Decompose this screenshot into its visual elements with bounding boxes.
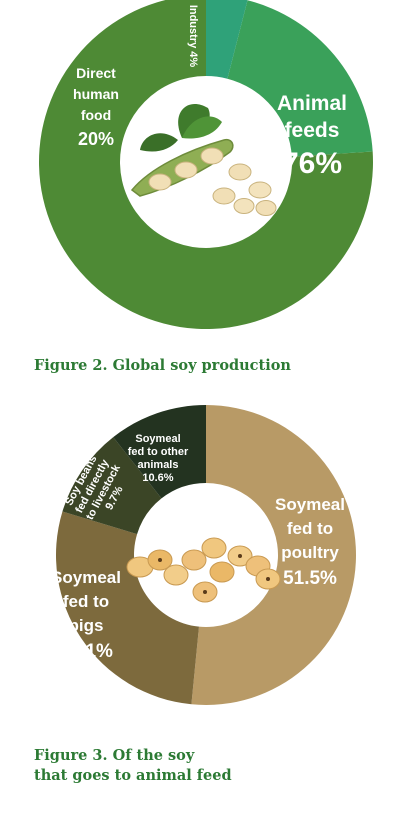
figure-2-caption: Figure 2. Global soy production (34, 357, 291, 374)
label-line: Direct (76, 65, 116, 81)
label-line: fed to other (128, 446, 189, 458)
donut-chart-animal-feed: Soymeal fed to poultry 51.5% Soymeal fed to pi… (51, 405, 356, 706)
slice-soymeal-fed-to-other-animals (113, 405, 206, 499)
soybeans-illustration (126, 537, 281, 603)
slice-soy-beans-fed-directly-to-livestock (62, 437, 162, 535)
label-line: 28.1% (59, 641, 113, 662)
slice-direct-human-food (227, 0, 373, 157)
label-industry: Industry 4% (187, 5, 199, 68)
soybean-pod-illustration (130, 103, 277, 216)
label-line: Industry 4% (187, 5, 199, 68)
label-line: 51.5% (283, 568, 337, 589)
label-line: human (73, 86, 119, 102)
label-soymeal-fed-to-pigs: Soymeal fed to pigs 28.1% (51, 568, 121, 662)
label-line: pigs (69, 616, 104, 635)
label-line: Animal (277, 92, 347, 115)
label-line: Soymeal (275, 495, 345, 514)
slice-industry (206, 0, 248, 79)
slice-animal-feeds (39, 0, 373, 329)
figure-3-caption-line-2: that goes to animal feed (34, 767, 232, 784)
label-line: 20% (78, 129, 114, 149)
figure-3-caption-line-1: Figure 3. Of the soy (34, 747, 195, 764)
label-direct-human-food: Direct human food 20% (73, 65, 119, 149)
slice-soymeal-fed-to-poultry (191, 405, 356, 706)
label-line: 10.6% (142, 472, 173, 484)
label-line: fed to (287, 519, 333, 538)
donut-chart-global-soy: Animal feeds 76% Direct human food 20% Industry… (39, 0, 373, 329)
label-line: Soymeal (135, 433, 180, 445)
label-soymeal-fed-to-poultry: Soymeal fed to poultry 51.5% (275, 495, 345, 589)
label-line: feeds (285, 119, 340, 142)
label-line: poultry (281, 543, 339, 562)
label-animal-feeds: Animal feeds 76% (277, 92, 347, 180)
label-line: 76% (282, 147, 342, 180)
label-line: fed to (63, 592, 109, 611)
label-soymeal-fed-to-other-animals: Soymeal fed to other animals 10.6% (128, 433, 189, 484)
label-line: animals (138, 459, 179, 471)
slice-soymeal-fed-to-pigs (56, 511, 199, 705)
label-line: food (81, 107, 111, 123)
label-line: Soymeal (51, 568, 121, 587)
